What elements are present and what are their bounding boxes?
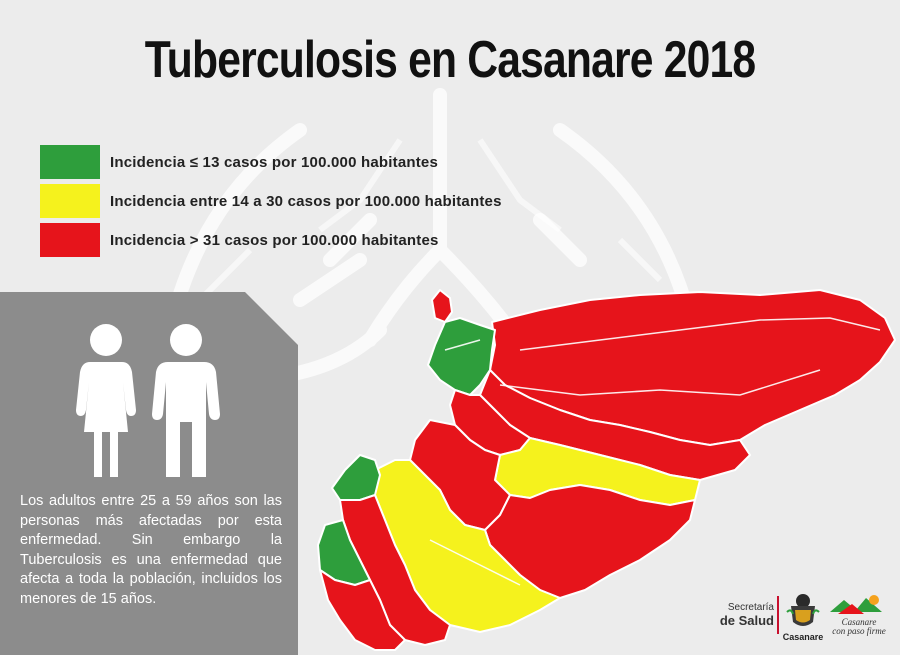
secretaria-line1: Secretaría xyxy=(727,602,774,613)
female-person-icon xyxy=(76,324,136,477)
slogan-line2: con paso firme xyxy=(832,626,886,636)
region-north-tip xyxy=(431,289,453,323)
logo-divider xyxy=(777,596,779,634)
info-text: Los adultos entre 25 a 59 años son las p… xyxy=(20,493,282,607)
region-north-green xyxy=(427,317,496,396)
legend-label-high: Incidencia > 31 casos por 100.000 habita… xyxy=(110,231,439,249)
people-icons xyxy=(76,324,220,477)
casanare-map xyxy=(317,289,896,651)
legend-swatch-red xyxy=(40,223,100,257)
slogan-line1: Casanare xyxy=(841,617,877,627)
casanare-word: Casanare xyxy=(782,632,824,642)
legend-label-medium: Incidencia entre 14 a 30 casos por 100.0… xyxy=(110,192,502,210)
coat-of-arms-icon xyxy=(786,594,820,626)
legend-swatch-yellow xyxy=(40,184,100,218)
page-title: Tuberculosis en Casanare 2018 xyxy=(144,31,756,89)
info-panel xyxy=(0,292,298,655)
region-south-red xyxy=(319,569,406,651)
secretaria-logo-text: Secretaría de Salud xyxy=(712,602,774,628)
male-person-icon xyxy=(152,324,220,477)
legend-item-medium: Incidencia entre 14 a 30 casos por 100.0… xyxy=(40,184,502,218)
legend-item-low: Incidencia ≤ 13 casos por 100.000 habita… xyxy=(40,145,502,179)
casanare-slogan-logo-icon xyxy=(830,595,882,614)
slogan-text: Casanare con paso firme xyxy=(826,618,892,636)
legend-item-high: Incidencia > 31 casos por 100.000 habita… xyxy=(40,223,502,257)
legend-label-low: Incidencia ≤ 13 casos por 100.000 habita… xyxy=(110,153,439,171)
region-west-green-top xyxy=(331,454,381,501)
secretaria-line2: de Salud xyxy=(719,613,774,628)
legend-swatch-green xyxy=(40,145,100,179)
map-legend: Incidencia ≤ 13 casos por 100.000 habita… xyxy=(40,145,502,262)
